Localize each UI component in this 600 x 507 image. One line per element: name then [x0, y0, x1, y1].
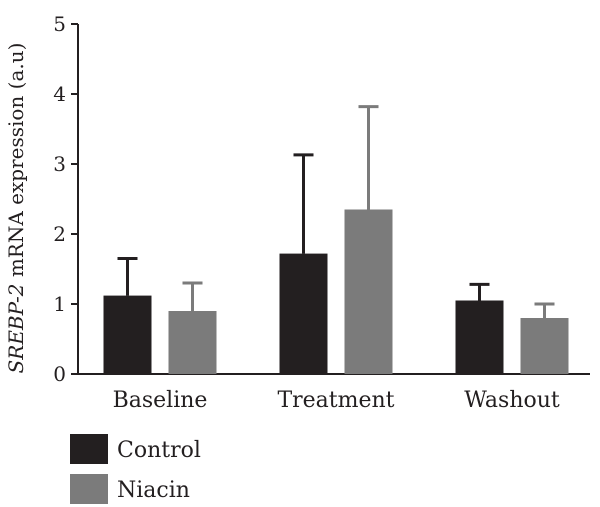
bar-control-treatment [279, 253, 328, 374]
bar-control-washout [455, 300, 504, 374]
x-category-label: Washout [464, 388, 560, 413]
legend-swatch-niacin [70, 474, 108, 504]
y-axis-title: SREBP-2 mRNA expression (a.u) [4, 43, 28, 374]
y-tick-label: 5 [53, 12, 66, 36]
y-axis-title-rest: mRNA expression (a.u) [4, 43, 28, 284]
bar-niacin-washout [520, 318, 569, 374]
y-tick-label: 2 [53, 222, 66, 246]
x-category-label: Treatment [277, 388, 394, 413]
svg-text:SREBP-2 mRNA expression (a.u): SREBP-2 mRNA expression (a.u) [4, 43, 28, 374]
y-tick-label: 4 [53, 82, 66, 106]
legend-label-niacin: Niacin [117, 478, 190, 503]
bar-control-baseline [103, 295, 152, 374]
y-axis-title-gene: SREBP-2 [4, 284, 28, 374]
x-category-label: Baseline [113, 388, 208, 413]
plot-area: 0 1 2 3 4 5 Baseline Treatment Washout [53, 12, 590, 413]
legend: Control Niacin [70, 434, 201, 504]
bar-niacin-baseline [168, 311, 217, 374]
legend-label-control: Control [117, 438, 201, 463]
y-tick-label: 1 [53, 292, 66, 316]
legend-swatch-control [70, 434, 108, 464]
y-tick-label: 3 [53, 152, 66, 176]
y-tick-label: 0 [53, 362, 66, 386]
bar-niacin-treatment [344, 209, 393, 374]
